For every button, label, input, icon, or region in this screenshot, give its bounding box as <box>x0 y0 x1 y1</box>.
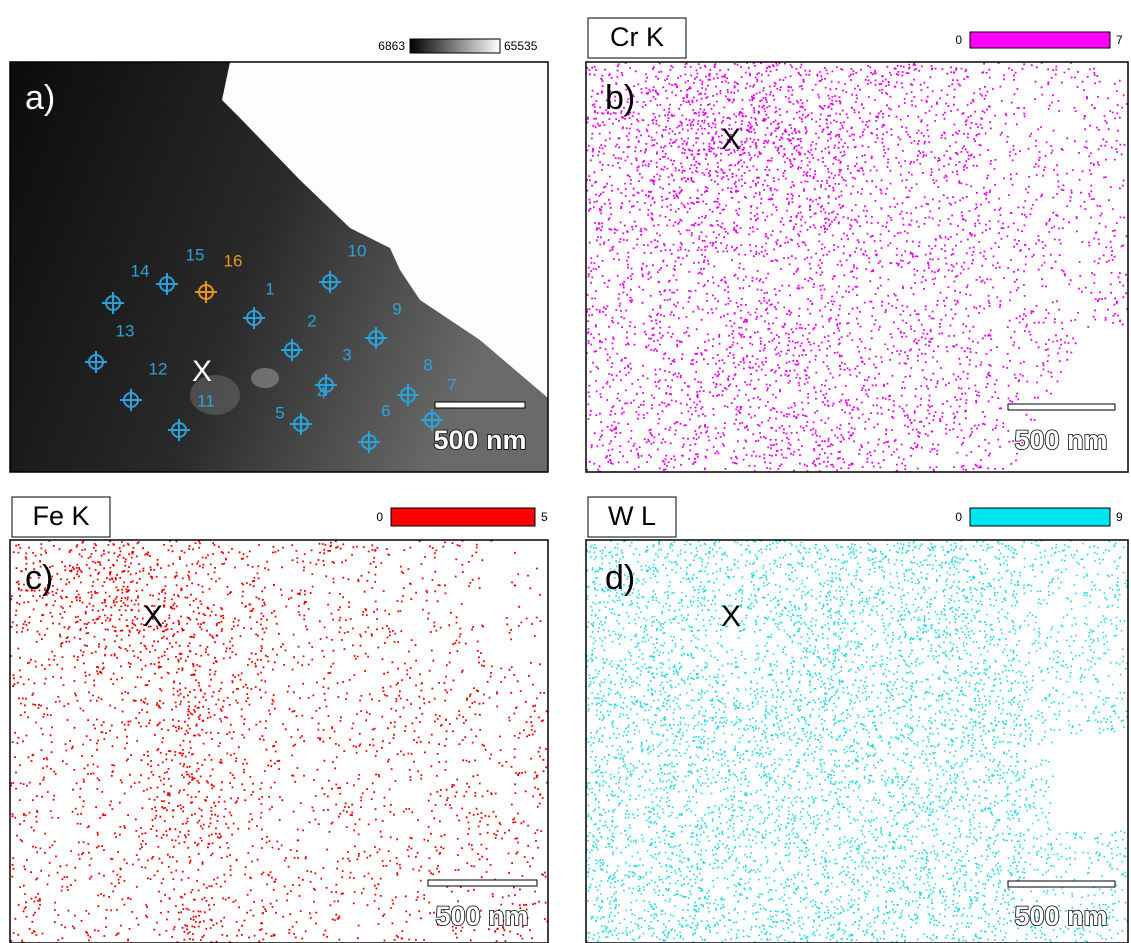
element-label: Cr K <box>610 22 664 52</box>
point-label: 9 <box>392 299 401 318</box>
point-label: 15 <box>186 245 205 264</box>
colorbar-max: 5 <box>541 510 548 524</box>
panel-label: d) <box>605 559 635 597</box>
colorbar-max: 65535 <box>504 39 538 53</box>
x-marker: X <box>721 600 741 633</box>
point-label: 5 <box>275 403 284 422</box>
colorbar-max: 7 <box>1116 33 1123 47</box>
x-marker: X <box>143 600 163 633</box>
point-label: 7 <box>447 375 456 394</box>
point-label: 12 <box>149 359 168 378</box>
panel-label: c) <box>25 559 53 597</box>
colorbar-min: 6863 <box>378 39 405 53</box>
particle <box>251 368 279 388</box>
point-label: 16 <box>224 251 243 270</box>
element-label: W L <box>608 501 656 531</box>
colorbar-min: 0 <box>955 33 962 47</box>
scale-bar <box>428 880 537 886</box>
panel-label: b) <box>605 79 635 117</box>
point-label: 2 <box>307 311 316 330</box>
point-label: 10 <box>348 241 367 260</box>
scale-bar <box>1008 881 1115 887</box>
x-marker: X <box>721 123 741 156</box>
point-label: 1 <box>265 279 274 298</box>
colorbar-max: 9 <box>1116 510 1123 524</box>
point-label: 4 <box>317 383 326 402</box>
point-label: 3 <box>342 345 351 364</box>
colorbar <box>391 508 535 526</box>
point-label: 6 <box>381 401 390 420</box>
point-label: 14 <box>131 261 150 280</box>
scale-bar-label: 500 nm <box>433 425 526 455</box>
scale-bar <box>435 402 525 408</box>
colorbar-min: 0 <box>955 510 962 524</box>
figure: 12345678910111213141516 a) X 6863 65535 … <box>0 0 1131 943</box>
colorbar <box>410 39 500 53</box>
scale-bar-label: 500 nm <box>1014 901 1107 931</box>
point-label: 8 <box>423 355 432 374</box>
panel-label: a) <box>25 79 55 117</box>
scale-bar <box>1008 404 1115 410</box>
colorbar-min: 0 <box>376 510 383 524</box>
colorbar <box>970 508 1110 526</box>
scale-bar-label: 500 nm <box>435 901 528 931</box>
element-label: Fe K <box>32 501 89 531</box>
x-marker: X <box>192 355 212 388</box>
colorbar <box>970 32 1110 48</box>
point-label: 11 <box>197 391 215 410</box>
scale-bar-label: 500 nm <box>1014 425 1107 455</box>
point-label: 13 <box>116 321 135 340</box>
